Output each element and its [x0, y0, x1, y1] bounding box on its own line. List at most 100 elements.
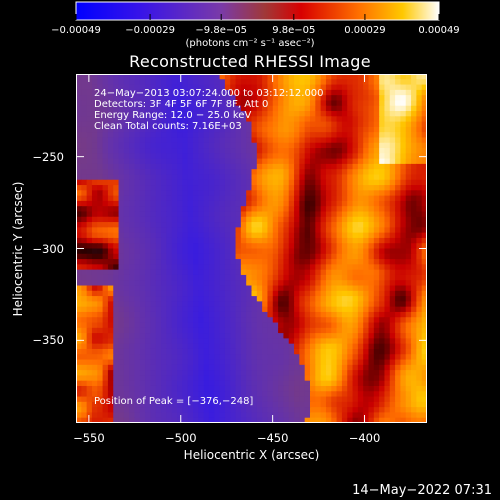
heatmap-cell — [256, 385, 263, 392]
heatmap-cell — [118, 338, 125, 345]
heatmap-cell — [219, 317, 226, 324]
heatmap-cell — [208, 396, 215, 403]
heatmap-cell — [235, 105, 242, 112]
heatmap-cell — [246, 364, 253, 371]
heatmap-cell — [389, 190, 396, 197]
heatmap-cell — [304, 417, 311, 423]
heatmap-cell — [107, 417, 114, 423]
heatmap-cell — [421, 359, 427, 366]
heatmap-cell — [81, 211, 88, 218]
heatmap-cell — [123, 222, 130, 228]
heatmap-cell — [357, 322, 364, 329]
heatmap-cell — [134, 364, 141, 371]
heatmap-cell — [139, 380, 146, 387]
heatmap-cell — [310, 100, 316, 107]
heatmap-cell — [113, 195, 120, 202]
heatmap-cell — [405, 243, 412, 250]
heatmap-cell — [363, 95, 370, 102]
heatmap-cell — [336, 195, 343, 202]
heatmap-cell — [129, 264, 136, 271]
heatmap-cell — [320, 359, 327, 366]
heatmap-cell — [251, 100, 258, 107]
heatmap-cell — [331, 364, 338, 371]
heatmap-cell — [373, 158, 380, 165]
heatmap-cell — [256, 121, 263, 128]
heatmap-cell — [294, 111, 300, 117]
heatmap-cell — [240, 116, 247, 123]
heatmap-cell — [123, 163, 130, 170]
heatmap-cell — [304, 338, 311, 345]
heatmap-cell — [357, 354, 364, 361]
heatmap-cell — [214, 100, 221, 107]
heatmap-cell — [177, 179, 183, 186]
heatmap-cell — [336, 306, 343, 313]
heatmap-cell — [203, 264, 210, 271]
heatmap-cell — [97, 417, 104, 423]
heatmap-cell — [155, 148, 162, 154]
heatmap-cell — [76, 163, 82, 170]
heatmap-cell — [129, 259, 136, 265]
heatmap-cell — [219, 153, 226, 160]
heatmap-cell — [198, 396, 205, 403]
heatmap-cell — [421, 206, 427, 213]
heatmap-cell — [145, 116, 152, 123]
heatmap-cell — [97, 375, 104, 382]
heatmap-cell — [357, 89, 364, 96]
heatmap-cell — [193, 206, 199, 213]
heatmap-cell — [161, 179, 168, 186]
heatmap-cell — [107, 111, 114, 117]
heatmap-cell — [240, 153, 247, 160]
heatmap-cell — [214, 253, 221, 260]
heatmap-cell — [118, 105, 125, 112]
heatmap-cell — [102, 401, 109, 408]
heatmap-cell — [118, 79, 125, 86]
heatmap-cell — [416, 280, 423, 287]
heatmap-cell — [107, 211, 114, 218]
heatmap-cell — [405, 317, 412, 324]
colorbar-tick-label: 9.8e−05 — [272, 25, 316, 36]
heatmap-cell — [208, 232, 215, 239]
heatmap-cell — [76, 74, 82, 80]
heatmap-cell — [155, 311, 162, 318]
heatmap-cell — [341, 148, 348, 154]
heatmap-cell — [145, 306, 152, 313]
heatmap-cell — [411, 343, 417, 350]
heatmap-cell — [145, 259, 152, 265]
heatmap-cell — [129, 148, 136, 154]
heatmap-cell — [214, 301, 221, 308]
heatmap-cell — [150, 407, 157, 414]
heatmap-cell — [150, 311, 157, 318]
heatmap-cell — [384, 385, 391, 392]
heatmap-cell — [134, 396, 141, 403]
heatmap-cell — [219, 89, 226, 96]
heatmap-cell — [224, 385, 231, 392]
heatmap-cell — [230, 237, 237, 244]
heatmap-cell — [352, 121, 359, 128]
heatmap-cell — [352, 190, 359, 197]
heatmap-cell — [81, 158, 88, 165]
heatmap-cell — [102, 121, 109, 128]
heatmap-cell — [102, 407, 109, 414]
heatmap-cell — [379, 327, 386, 334]
heatmap-cell — [373, 111, 380, 117]
heatmap-cell — [325, 116, 332, 123]
heatmap-cell — [256, 396, 263, 403]
heatmap-cell — [278, 116, 285, 123]
heatmap-cell — [363, 126, 370, 133]
heatmap-cell — [267, 185, 274, 191]
heatmap-cell — [347, 354, 354, 361]
heatmap-cell — [331, 317, 338, 324]
heatmap-cell — [267, 248, 274, 255]
heatmap-cell — [177, 296, 183, 302]
heatmap-cell — [145, 274, 152, 281]
heatmap-cell — [267, 417, 274, 423]
heatmap-cell — [177, 79, 183, 86]
heatmap-cell — [357, 243, 364, 250]
heatmap-cell — [230, 311, 237, 318]
heatmap-cell — [352, 354, 359, 361]
heatmap-cell — [283, 158, 290, 165]
heatmap-cell — [331, 301, 338, 308]
heatmap-cell — [177, 396, 183, 403]
heatmap-cell — [230, 364, 237, 371]
heatmap-cell — [129, 348, 136, 355]
